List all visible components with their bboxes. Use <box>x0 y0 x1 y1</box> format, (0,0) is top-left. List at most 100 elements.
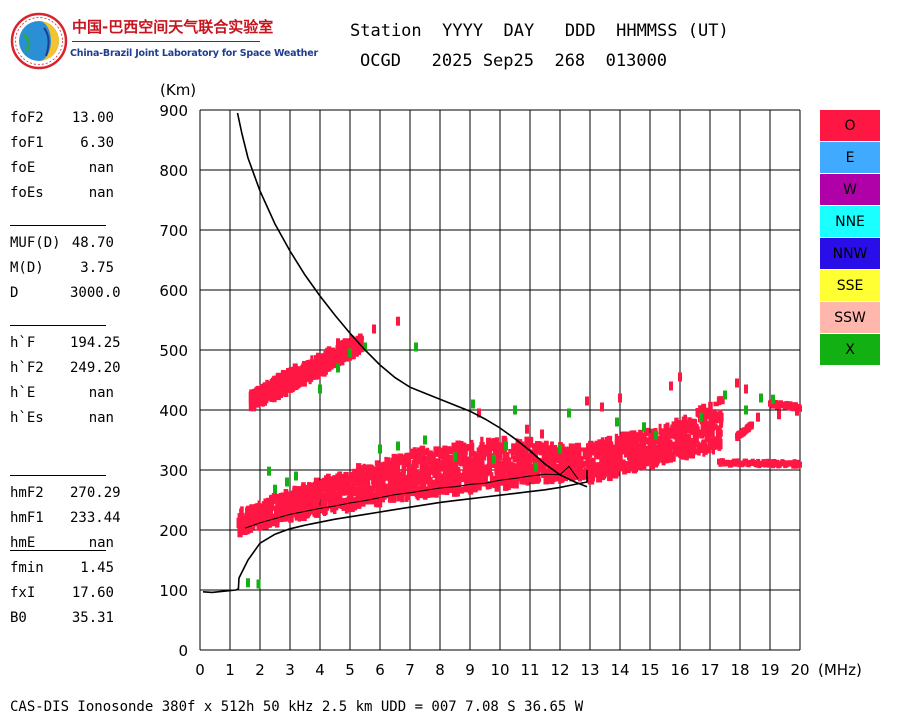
x-tick-label: 14 <box>610 661 629 679</box>
x-tick-label: 10 <box>490 661 509 679</box>
param-value: 249.20 <box>70 360 121 376</box>
data-point-o <box>465 464 470 473</box>
data-point-o <box>543 444 547 455</box>
param-label: foF2 <box>10 110 44 126</box>
data-point-o <box>717 440 722 451</box>
data-point-o <box>309 362 314 371</box>
data-point-o <box>620 461 626 469</box>
param-value: 3000.0 <box>70 285 121 301</box>
data-point-o <box>689 422 694 434</box>
data-point-x <box>744 405 748 415</box>
data-point-o <box>467 474 472 485</box>
data-point-o <box>532 447 538 458</box>
org-name-chinese: 中国-巴西空间天气联合实验室 <box>72 18 274 36</box>
data-point-o <box>394 484 400 497</box>
data-point-o <box>280 381 285 390</box>
data-point-o <box>515 452 521 461</box>
data-point-o <box>302 494 307 503</box>
data-point-x <box>615 417 619 427</box>
param-label: h`F <box>10 335 36 351</box>
data-point-o <box>628 437 633 448</box>
data-point-o <box>603 455 609 460</box>
data-point-o <box>405 485 409 493</box>
series-line-profile <box>236 112 588 488</box>
data-point-o <box>531 467 536 474</box>
data-point-o <box>795 406 799 416</box>
data-point-o <box>492 447 497 458</box>
data-point-o <box>369 499 376 505</box>
data-point-o <box>336 353 341 366</box>
data-point-o <box>397 488 403 497</box>
data-point-o <box>366 480 370 492</box>
data-point-o <box>388 488 394 499</box>
data-point-o <box>301 484 305 495</box>
param-row: hmE nan <box>10 535 140 553</box>
data-point-o <box>500 443 505 452</box>
data-point-o <box>372 481 377 489</box>
data-point-o <box>719 412 724 422</box>
data-point-o <box>316 364 321 373</box>
data-point-o <box>477 408 481 418</box>
data-point-o <box>434 460 440 472</box>
chart-ticks: 0 1 2 3 4 5 6 7 8 9 10 11 12 13 14 15 16 17 18 19 2001002003… <box>159 102 809 679</box>
data-point-o <box>412 462 418 472</box>
footer-info: CAS-DIS Ionosonde 380f x 512h 50 kHz 2.5… <box>10 699 584 715</box>
data-point-o <box>248 394 254 406</box>
data-point-o <box>298 507 304 520</box>
data-point-o <box>601 454 605 464</box>
data-point-o <box>682 445 689 450</box>
data-point-x <box>285 477 289 487</box>
param-row: h`F2 249.20 <box>10 360 140 378</box>
data-point-x <box>273 484 277 494</box>
data-point-o <box>366 473 370 486</box>
data-point-o <box>323 507 327 517</box>
header-columns: Station YYYY DAY DDD HHMMSS (UT) <box>350 21 729 41</box>
data-point-o <box>554 465 560 478</box>
data-point-o <box>366 464 373 472</box>
data-point-o <box>681 416 688 426</box>
chart-lines <box>202 112 588 594</box>
data-point-o <box>343 471 349 477</box>
data-point-o <box>381 473 386 485</box>
data-point-o <box>798 461 802 468</box>
param-row: h`E nan <box>10 385 140 403</box>
param-label: MUF(D) <box>10 235 61 251</box>
legend-item-ssw: SSW <box>820 302 880 333</box>
data-point-o <box>614 465 621 471</box>
data-point-x <box>423 435 427 445</box>
data-point-o <box>456 478 461 489</box>
data-point-o <box>304 375 311 382</box>
data-point-o <box>405 478 411 486</box>
param-row: D 3000.0 <box>10 285 140 303</box>
data-point-o <box>674 420 680 426</box>
data-point-o <box>460 486 466 492</box>
data-point-o <box>578 469 585 479</box>
data-point-o <box>303 491 309 498</box>
y-tick-label: 100 <box>159 582 188 600</box>
x-tick-label: 2 <box>255 661 265 679</box>
data-point-o <box>531 456 538 461</box>
data-point-o <box>354 470 360 478</box>
data-point-o <box>600 443 606 454</box>
data-point-o <box>563 462 569 468</box>
data-point-o <box>771 462 775 469</box>
data-point-o <box>502 449 507 457</box>
data-point-o <box>334 483 339 491</box>
y-tick-label: 300 <box>159 462 188 480</box>
data-point-o <box>632 446 638 452</box>
data-point-o <box>585 396 589 406</box>
data-point-o <box>327 358 332 369</box>
data-point-o <box>269 393 274 401</box>
data-point-o <box>437 447 442 453</box>
data-point-o <box>656 444 662 455</box>
data-point-o <box>518 460 523 471</box>
data-point-o <box>716 396 722 406</box>
data-point-o <box>336 350 341 356</box>
y-tick-label: 700 <box>159 222 188 240</box>
param-label: foF1 <box>10 135 44 151</box>
data-point-o <box>272 519 276 525</box>
data-point-o <box>621 443 627 451</box>
data-point-o <box>560 470 567 477</box>
data-point-o <box>528 469 533 475</box>
data-point-o <box>607 455 611 461</box>
